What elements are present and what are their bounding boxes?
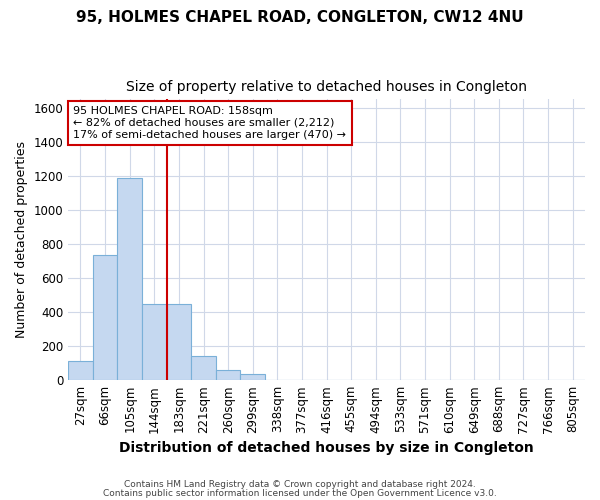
Bar xyxy=(68,362,93,380)
Bar xyxy=(167,304,191,380)
Bar xyxy=(241,374,265,380)
Bar xyxy=(191,356,216,380)
Y-axis label: Number of detached properties: Number of detached properties xyxy=(15,142,28,338)
Bar xyxy=(142,304,167,380)
Text: 95 HOLMES CHAPEL ROAD: 158sqm
← 82% of detached houses are smaller (2,212)
17% o: 95 HOLMES CHAPEL ROAD: 158sqm ← 82% of d… xyxy=(73,106,346,140)
X-axis label: Distribution of detached houses by size in Congleton: Distribution of detached houses by size … xyxy=(119,441,534,455)
Bar xyxy=(93,255,118,380)
Bar xyxy=(118,178,142,380)
Text: Contains HM Land Registry data © Crown copyright and database right 2024.: Contains HM Land Registry data © Crown c… xyxy=(124,480,476,489)
Text: Contains public sector information licensed under the Open Government Licence v3: Contains public sector information licen… xyxy=(103,490,497,498)
Bar xyxy=(216,370,241,380)
Text: 95, HOLMES CHAPEL ROAD, CONGLETON, CW12 4NU: 95, HOLMES CHAPEL ROAD, CONGLETON, CW12 … xyxy=(76,10,524,25)
Title: Size of property relative to detached houses in Congleton: Size of property relative to detached ho… xyxy=(126,80,527,94)
